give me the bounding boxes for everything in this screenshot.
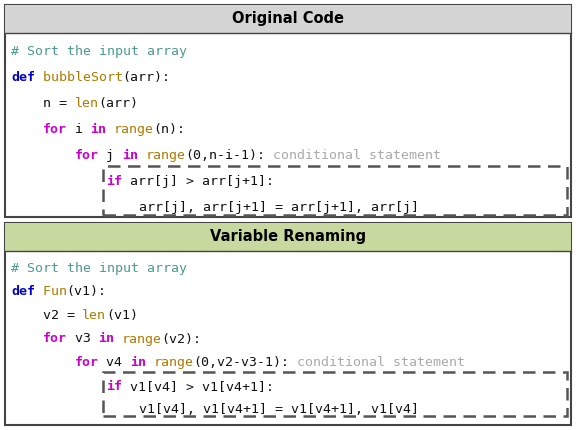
Text: j: j bbox=[98, 149, 122, 163]
Bar bbox=[5, 223, 571, 425]
Text: (arr): (arr) bbox=[98, 98, 138, 111]
Text: in: in bbox=[122, 149, 138, 163]
Text: range: range bbox=[122, 332, 162, 345]
Text: def: def bbox=[11, 286, 35, 298]
Text: if: if bbox=[106, 380, 122, 393]
Text: bubbleSort: bubbleSort bbox=[35, 71, 123, 84]
Text: len: len bbox=[74, 98, 98, 111]
Bar bbox=[103, 166, 567, 215]
Bar bbox=[103, 372, 567, 416]
Text: conditional statement: conditional statement bbox=[289, 356, 465, 369]
Bar bbox=[5, 5, 571, 217]
Text: for: for bbox=[43, 332, 67, 345]
Bar bbox=[5, 5, 571, 33]
Text: Original Code: Original Code bbox=[232, 12, 344, 27]
Text: range: range bbox=[154, 356, 194, 369]
Text: arr[j] > arr[j+1]:: arr[j] > arr[j+1]: bbox=[122, 175, 274, 188]
Text: i: i bbox=[66, 123, 90, 136]
Text: for: for bbox=[74, 149, 98, 163]
Text: v2 =: v2 = bbox=[11, 309, 83, 322]
Text: v3: v3 bbox=[66, 332, 98, 345]
Text: v1[v4] > v1[v4+1]:: v1[v4] > v1[v4+1]: bbox=[122, 380, 274, 393]
Text: (v2):: (v2): bbox=[162, 332, 202, 345]
Text: range: range bbox=[114, 123, 154, 136]
Text: (0,v2-v3-1):: (0,v2-v3-1): bbox=[194, 356, 289, 369]
Text: (arr):: (arr): bbox=[122, 71, 170, 84]
Text: if: if bbox=[106, 175, 122, 188]
Text: (0,n-i-1):: (0,n-i-1): bbox=[185, 149, 266, 163]
Text: # Sort the input array: # Sort the input array bbox=[11, 46, 187, 58]
Text: conditional statement: conditional statement bbox=[265, 149, 441, 163]
Text: (v1): (v1) bbox=[106, 309, 138, 322]
Text: Fun: Fun bbox=[35, 286, 67, 298]
Text: def: def bbox=[11, 71, 35, 84]
Text: in: in bbox=[130, 356, 146, 369]
Text: Variable Renaming: Variable Renaming bbox=[210, 230, 366, 245]
Text: in: in bbox=[98, 332, 114, 345]
Text: n =: n = bbox=[11, 98, 75, 111]
Text: (n):: (n): bbox=[154, 123, 185, 136]
Text: # Sort the input array: # Sort the input array bbox=[11, 262, 187, 275]
Text: arr[j], arr[j+1] = arr[j+1], arr[j]: arr[j], arr[j+1] = arr[j+1], arr[j] bbox=[11, 201, 419, 215]
Text: (v1):: (v1): bbox=[66, 286, 107, 298]
Text: v4: v4 bbox=[98, 356, 130, 369]
Text: for: for bbox=[74, 356, 98, 369]
Text: v1[v4], v1[v4+1] = v1[v4+1], v1[v4]: v1[v4], v1[v4+1] = v1[v4+1], v1[v4] bbox=[11, 403, 419, 416]
Text: len: len bbox=[82, 309, 107, 322]
Bar bbox=[5, 223, 571, 251]
Text: in: in bbox=[90, 123, 107, 136]
Text: range: range bbox=[146, 149, 186, 163]
Text: for: for bbox=[43, 123, 67, 136]
